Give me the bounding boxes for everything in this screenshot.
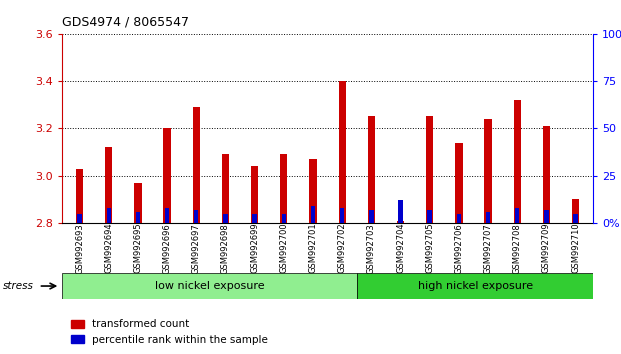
Bar: [486, 212, 490, 223]
Bar: [398, 200, 402, 223]
Text: GSM992710: GSM992710: [571, 223, 580, 273]
Text: GSM992693: GSM992693: [75, 223, 84, 274]
Bar: [368, 116, 375, 223]
Bar: [76, 169, 83, 223]
Text: GSM992704: GSM992704: [396, 223, 405, 273]
Bar: [544, 210, 548, 223]
Bar: [251, 166, 258, 223]
Bar: [62, 273, 357, 299]
Text: GSM992695: GSM992695: [134, 223, 142, 273]
Bar: [338, 81, 346, 223]
Bar: [222, 154, 229, 223]
Bar: [543, 126, 550, 223]
Text: GSM992697: GSM992697: [192, 223, 201, 274]
Bar: [426, 116, 433, 223]
Legend: transformed count, percentile rank within the sample: transformed count, percentile rank withi…: [67, 315, 273, 349]
Text: stress: stress: [3, 281, 34, 291]
Text: GDS4974 / 8065547: GDS4974 / 8065547: [62, 16, 189, 29]
Bar: [105, 147, 112, 223]
Text: GSM992708: GSM992708: [513, 223, 522, 274]
Text: GSM992698: GSM992698: [221, 223, 230, 274]
Bar: [309, 159, 317, 223]
Bar: [163, 128, 171, 223]
Bar: [427, 210, 432, 223]
Bar: [456, 213, 461, 223]
Bar: [340, 208, 345, 223]
Text: GSM992700: GSM992700: [279, 223, 288, 273]
Bar: [514, 100, 521, 223]
Text: high nickel exposure: high nickel exposure: [417, 281, 533, 291]
Bar: [280, 154, 288, 223]
Text: GSM992703: GSM992703: [367, 223, 376, 274]
Bar: [397, 221, 404, 223]
Bar: [484, 119, 492, 223]
Bar: [193, 107, 200, 223]
Bar: [165, 208, 170, 223]
Bar: [134, 183, 142, 223]
Text: low nickel exposure: low nickel exposure: [155, 281, 265, 291]
Bar: [572, 199, 579, 223]
Bar: [455, 143, 463, 223]
Bar: [253, 213, 257, 223]
Text: GSM992699: GSM992699: [250, 223, 259, 273]
Bar: [369, 210, 373, 223]
Bar: [224, 213, 228, 223]
Bar: [194, 210, 199, 223]
Text: GSM992694: GSM992694: [104, 223, 113, 273]
Text: GSM992701: GSM992701: [309, 223, 317, 273]
Text: GSM992705: GSM992705: [425, 223, 434, 273]
Text: GSM992706: GSM992706: [455, 223, 463, 274]
Bar: [107, 208, 111, 223]
Bar: [282, 213, 286, 223]
Text: GSM992696: GSM992696: [163, 223, 171, 274]
Bar: [78, 213, 82, 223]
Bar: [357, 273, 593, 299]
Bar: [310, 206, 315, 223]
Text: GSM992702: GSM992702: [338, 223, 347, 273]
Bar: [573, 213, 578, 223]
Bar: [515, 208, 519, 223]
Text: GSM992707: GSM992707: [484, 223, 492, 274]
Bar: [136, 212, 140, 223]
Text: GSM992709: GSM992709: [542, 223, 551, 273]
